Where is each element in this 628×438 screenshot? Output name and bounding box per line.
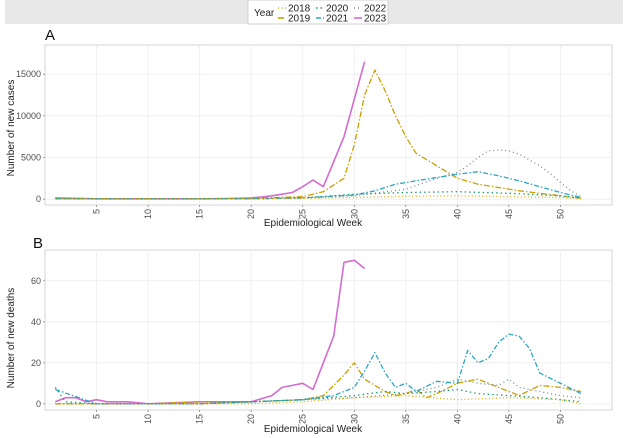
panel-b-x-tick-label: 5: [92, 414, 102, 419]
legend-entry-2022: 2022: [354, 4, 387, 15]
panel-a-x-tick-label: 25: [298, 209, 308, 219]
panel-b-series-2020: [54, 387, 582, 405]
panel-a-x-tick-label: 20: [246, 209, 256, 219]
panel-a-series-2018: [55, 195, 582, 200]
panel-a-x-tick-label: 50: [555, 209, 565, 219]
legend-entry-2018: 2018: [278, 4, 311, 15]
panel-a-y-tick-label: 15000: [16, 69, 41, 79]
panel-a-series-2022: [55, 149, 582, 200]
panel-a-y-tick-label: 5000: [21, 153, 41, 163]
legend-title: Year: [254, 8, 275, 19]
legend-label-2021: 2021: [326, 14, 349, 25]
panel-b-series-2018: [55, 394, 582, 405]
panel-a-x-tick-label: 5: [92, 209, 102, 214]
panel-b-y-tick-label: 0: [36, 399, 41, 409]
panel-a-x-tick-label: 30: [349, 209, 359, 219]
panel-a-x-tick-label: 10: [143, 209, 153, 219]
legend-label-2018: 2018: [288, 4, 311, 15]
legend-label-2022: 2022: [364, 4, 387, 15]
panel-b-x-axis-title: Epidemiological Week: [264, 424, 363, 435]
panel-b-x-tick-label: 15: [195, 414, 205, 424]
panel-a-y-tick-label: 10000: [16, 111, 41, 121]
panel-a: A Number of new cases Epidemiological We…: [6, 27, 613, 229]
panel-b-y-tick-label: 40: [31, 317, 41, 327]
legend-box: [247, 0, 389, 25]
legend-label-2023: 2023: [364, 14, 387, 25]
panel-a-x-tick-label: 15: [195, 209, 205, 219]
panel-a-x-tick-label: 45: [504, 209, 514, 219]
legend-label-2019: 2019: [288, 14, 311, 25]
panel-b-y-tick-label: 20: [31, 358, 41, 368]
legend-label-2020: 2020: [326, 4, 349, 15]
panel-b-x-tick-label: 10: [143, 414, 153, 424]
panel-b-x-tick-label: 35: [401, 414, 411, 424]
panel-b-x-tick-label: 20: [246, 414, 256, 424]
panel-a-plot-area: [44, 44, 613, 206]
panel-b-x-tick-label: 40: [452, 414, 462, 424]
legend-entry-2023: 2023: [354, 14, 387, 25]
panel-a-x-tick-label: 35: [401, 209, 411, 219]
panel-b-x-tick-label: 25: [298, 414, 308, 424]
panel-b-letter: B: [33, 235, 43, 252]
panel-b-y-axis-title: Number of new deaths: [6, 288, 17, 389]
panel-b-y-tick-label: 60: [31, 276, 41, 286]
panel-b-x-tick-label: 50: [555, 414, 565, 424]
panel-b-plot-area: [44, 249, 613, 411]
legend-entry-2020: 2020: [316, 4, 349, 15]
legend-entry-2019: 2019: [278, 14, 311, 25]
panel-b-x-tick-label: 30: [349, 414, 359, 424]
panel-a-y-tick-label: 0: [36, 194, 41, 204]
legend-entry-2021: 2021: [316, 14, 349, 25]
panel-a-series-2019: [55, 69, 582, 200]
panel-b-x-tick-label: 45: [504, 414, 514, 424]
panel-a-x-tick-label: 40: [452, 209, 462, 219]
panel-a-y-axis-title: Number of new cases: [6, 80, 17, 177]
panel-a-letter: A: [45, 27, 55, 44]
panel-b: B Number of new deaths Epidemiological W…: [6, 235, 613, 435]
panel-a-x-axis-title: Epidemiological Week: [264, 218, 363, 229]
